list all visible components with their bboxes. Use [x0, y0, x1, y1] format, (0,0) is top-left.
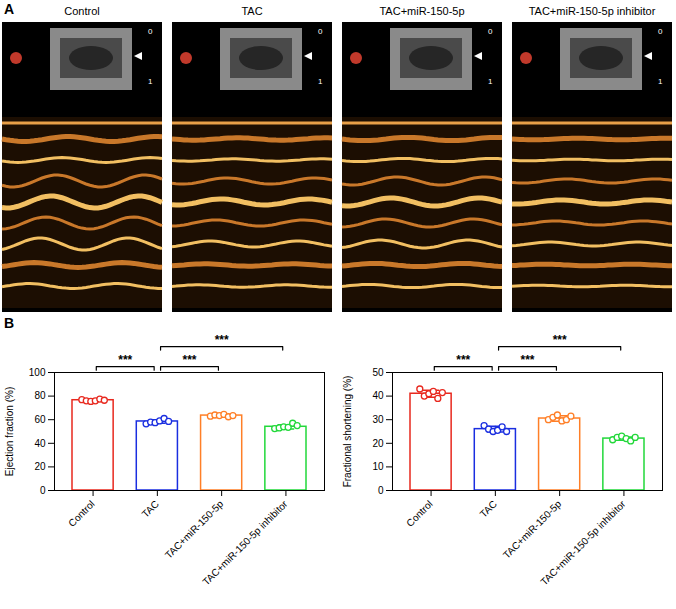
- svg-text:0: 0: [658, 27, 663, 36]
- svg-text:0: 0: [40, 485, 46, 496]
- svg-text:60: 60: [34, 414, 46, 425]
- svg-text:Fractional shortening (%): Fractional shortening (%): [342, 376, 353, 488]
- svg-text:A: A: [4, 1, 14, 17]
- svg-text:40: 40: [372, 390, 384, 401]
- svg-text:***: ***: [456, 353, 470, 367]
- svg-text:TAC+miR-150-5p inhibitor: TAC+miR-150-5p inhibitor: [200, 498, 290, 588]
- svg-text:***: ***: [182, 353, 196, 367]
- svg-text:TAC: TAC: [478, 498, 499, 519]
- svg-text:Control: Control: [404, 498, 435, 529]
- svg-text:10: 10: [372, 461, 384, 472]
- svg-text:TAC+miR-150-5p inhibitor: TAC+miR-150-5p inhibitor: [529, 5, 656, 17]
- svg-text:40: 40: [34, 438, 46, 449]
- html-text:B: B: [4, 315, 15, 331]
- svg-text:0: 0: [488, 27, 493, 36]
- svg-text:20: 20: [372, 438, 384, 449]
- svg-text:30: 30: [372, 414, 384, 425]
- svg-text:TAC+miR-150-5p: TAC+miR-150-5p: [501, 498, 564, 561]
- svg-text:80: 80: [34, 390, 46, 401]
- svg-text:TAC: TAC: [241, 5, 262, 17]
- svg-text:1: 1: [318, 77, 323, 86]
- svg-text:TAC+miR-150-5p: TAC+miR-150-5p: [379, 5, 464, 17]
- svg-text:0: 0: [148, 27, 153, 36]
- svg-text:***: ***: [520, 353, 534, 367]
- svg-text:***: ***: [215, 333, 229, 347]
- svg-text:100: 100: [29, 367, 46, 378]
- svg-text:1: 1: [148, 77, 153, 86]
- svg-text:1: 1: [658, 77, 663, 86]
- svg-text:50: 50: [372, 367, 384, 378]
- svg-text:Ejection fraction (%): Ejection fraction (%): [4, 387, 15, 476]
- svg-text:TAC: TAC: [140, 498, 161, 519]
- svg-text:TAC+miR-150-5p: TAC+miR-150-5p: [163, 498, 226, 561]
- svg-text:1: 1: [488, 77, 493, 86]
- svg-text:TAC+miR-150-5p inhibitor: TAC+miR-150-5p inhibitor: [538, 498, 628, 588]
- svg-text:***: ***: [118, 353, 132, 367]
- svg-text:0: 0: [378, 485, 384, 496]
- svg-text:20: 20: [34, 461, 46, 472]
- svg-text:0: 0: [318, 27, 323, 36]
- svg-text:Control: Control: [66, 498, 97, 529]
- svg-text:***: ***: [553, 333, 567, 347]
- svg-text:Control: Control: [64, 5, 99, 17]
